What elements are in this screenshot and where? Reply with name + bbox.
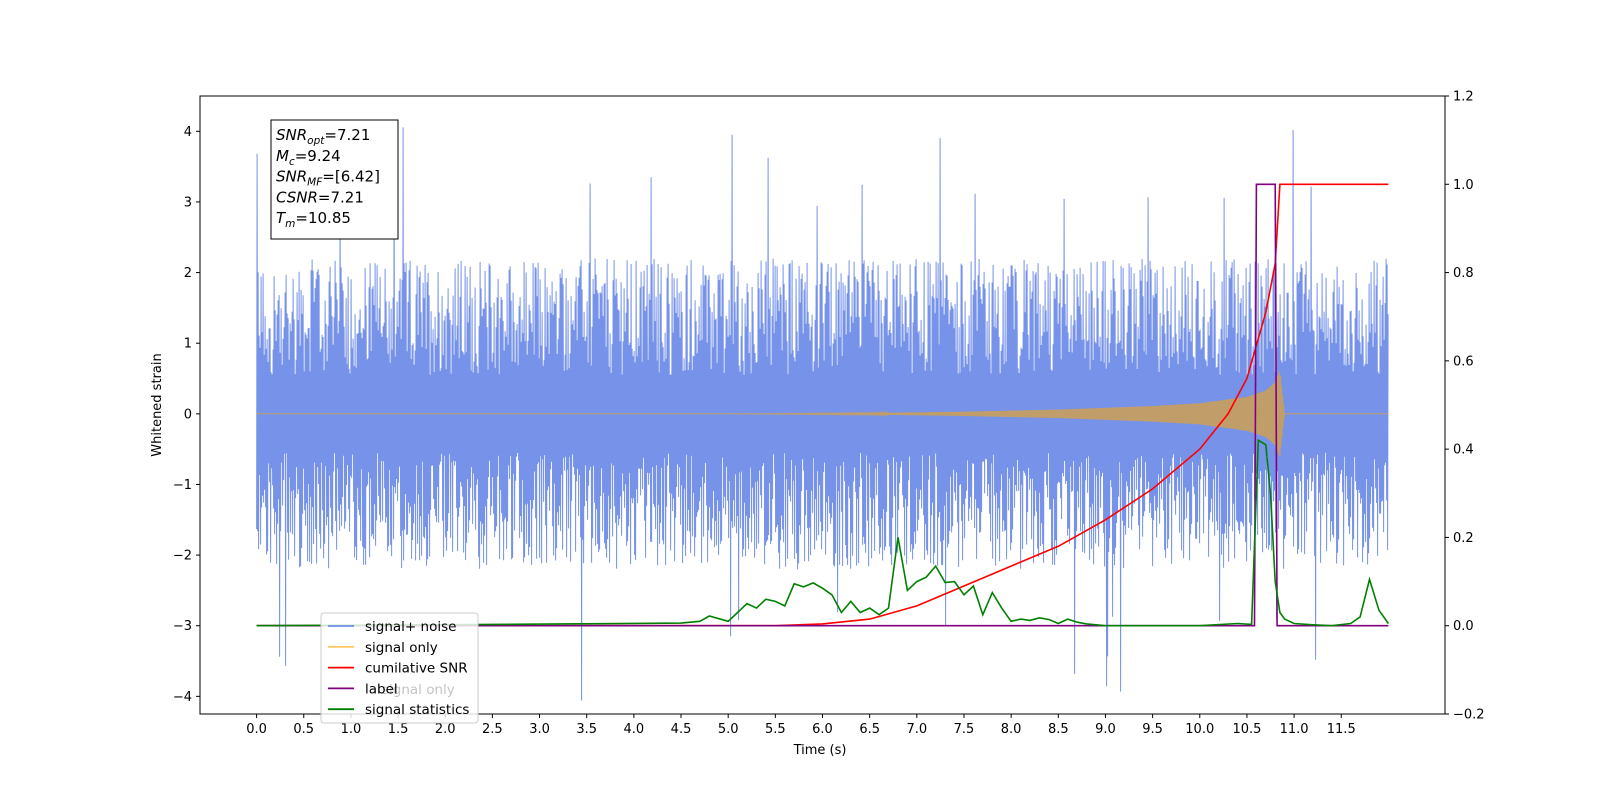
y2-tick-label: 0.8	[1453, 266, 1474, 281]
x-tick-label: 10.0	[1185, 722, 1214, 737]
x-tick-label: 7.5	[954, 722, 975, 737]
x-tick-label: 1.5	[388, 722, 409, 737]
x-tick-label: 5.5	[765, 722, 786, 737]
y-tick-label: −1	[173, 478, 192, 493]
signal-only-line	[256, 370, 1389, 457]
right-axis-series	[256, 183, 1390, 627]
cumulative-snr-line	[256, 183, 1389, 627]
y-tick-label: 0	[184, 407, 192, 422]
x-axis-label: Time (s)	[793, 743, 847, 758]
x-tick-label: 2.0	[435, 722, 456, 737]
info-box-frame	[270, 119, 399, 240]
x-tick-label: 10.5	[1232, 722, 1261, 737]
x-tick-label: 2.5	[482, 722, 503, 737]
x-tick-label: 9.0	[1095, 722, 1116, 737]
x-tick-label: 6.0	[812, 722, 833, 737]
y2-tick-label: 1.0	[1453, 178, 1474, 193]
legend-label: cumilative SNR	[365, 661, 468, 677]
signal-statistics-line	[256, 438, 1390, 627]
y-axis-label: Whitened strain	[150, 353, 165, 456]
x-tick-label: 9.5	[1142, 722, 1163, 737]
y-tick-label: 3	[184, 195, 192, 210]
x-tick-label: 0.5	[293, 722, 314, 737]
y-tick-label: −4	[173, 690, 192, 705]
y-tick-label: −2	[173, 549, 192, 564]
x-tick-label: 11.5	[1327, 722, 1356, 737]
legend-label: signal+ noise	[365, 619, 456, 635]
x-tick-label: 6.5	[859, 722, 880, 737]
y2-tick-label: 0.4	[1453, 443, 1474, 458]
y2-axis-ticks: −0.2 0.0 0.2 0.4 0.6 0.8 1.0 1.2	[1445, 90, 1485, 723]
legend: signal only signal+ noise signal only cumi…	[320, 612, 479, 724]
signal-noise-line	[256, 127, 1389, 701]
x-tick-label: 11.0	[1280, 722, 1309, 737]
y2-tick-label: 0.2	[1453, 531, 1474, 546]
x-tick-label: 8.0	[1001, 722, 1022, 737]
y-axis-ticks: −4 −3 −2 −1 0 1 2 3 4	[173, 125, 200, 705]
y-tick-label: −3	[173, 619, 192, 634]
label-line	[256, 183, 1389, 627]
y-tick-label: 2	[184, 266, 192, 281]
legend-label: signal statistics	[365, 702, 469, 718]
x-axis-ticks: 0.0 0.5 1.0 1.5 2.0 2.5 3.0 3.5 4.0 4.5 5.0 5.5 6.0 6…	[246, 714, 1356, 737]
legend-frame	[320, 612, 479, 724]
info-box-line: Mc=9.24	[276, 147, 341, 168]
x-tick-label: 1.0	[341, 722, 362, 737]
y-tick-label: 4	[184, 125, 192, 140]
x-tick-label: 8.5	[1048, 722, 1069, 737]
x-tick-label: 7.0	[906, 722, 927, 737]
y2-tick-label: 0.6	[1453, 354, 1474, 369]
x-tick-label: 4.5	[671, 722, 692, 737]
x-tick-label: 4.0	[624, 722, 645, 737]
legend-hidden-fragment: signal only	[382, 682, 455, 698]
x-tick-label: 3.0	[529, 722, 550, 737]
y2-tick-label: −0.2	[1453, 708, 1485, 723]
x-tick-label: 3.5	[576, 722, 597, 737]
info-box-line: CSNR=7.21	[276, 188, 364, 206]
y-tick-label: 1	[184, 337, 192, 352]
info-box-line: SNRopt=7.21	[276, 126, 370, 147]
info-box-line: Tm=10.85	[276, 209, 351, 230]
series-signal-only	[256, 370, 1389, 457]
info-box-line: SNRMF=[6.42]	[276, 168, 380, 189]
legend-label: signal only	[365, 640, 438, 656]
y2-tick-label: 0.0	[1453, 619, 1474, 634]
legend-label: label	[365, 681, 398, 697]
x-tick-label: 5.0	[718, 722, 739, 737]
x-tick-label: 0.0	[246, 722, 267, 737]
series-signal-noise	[256, 127, 1389, 701]
y2-tick-label: 1.2	[1453, 90, 1474, 105]
